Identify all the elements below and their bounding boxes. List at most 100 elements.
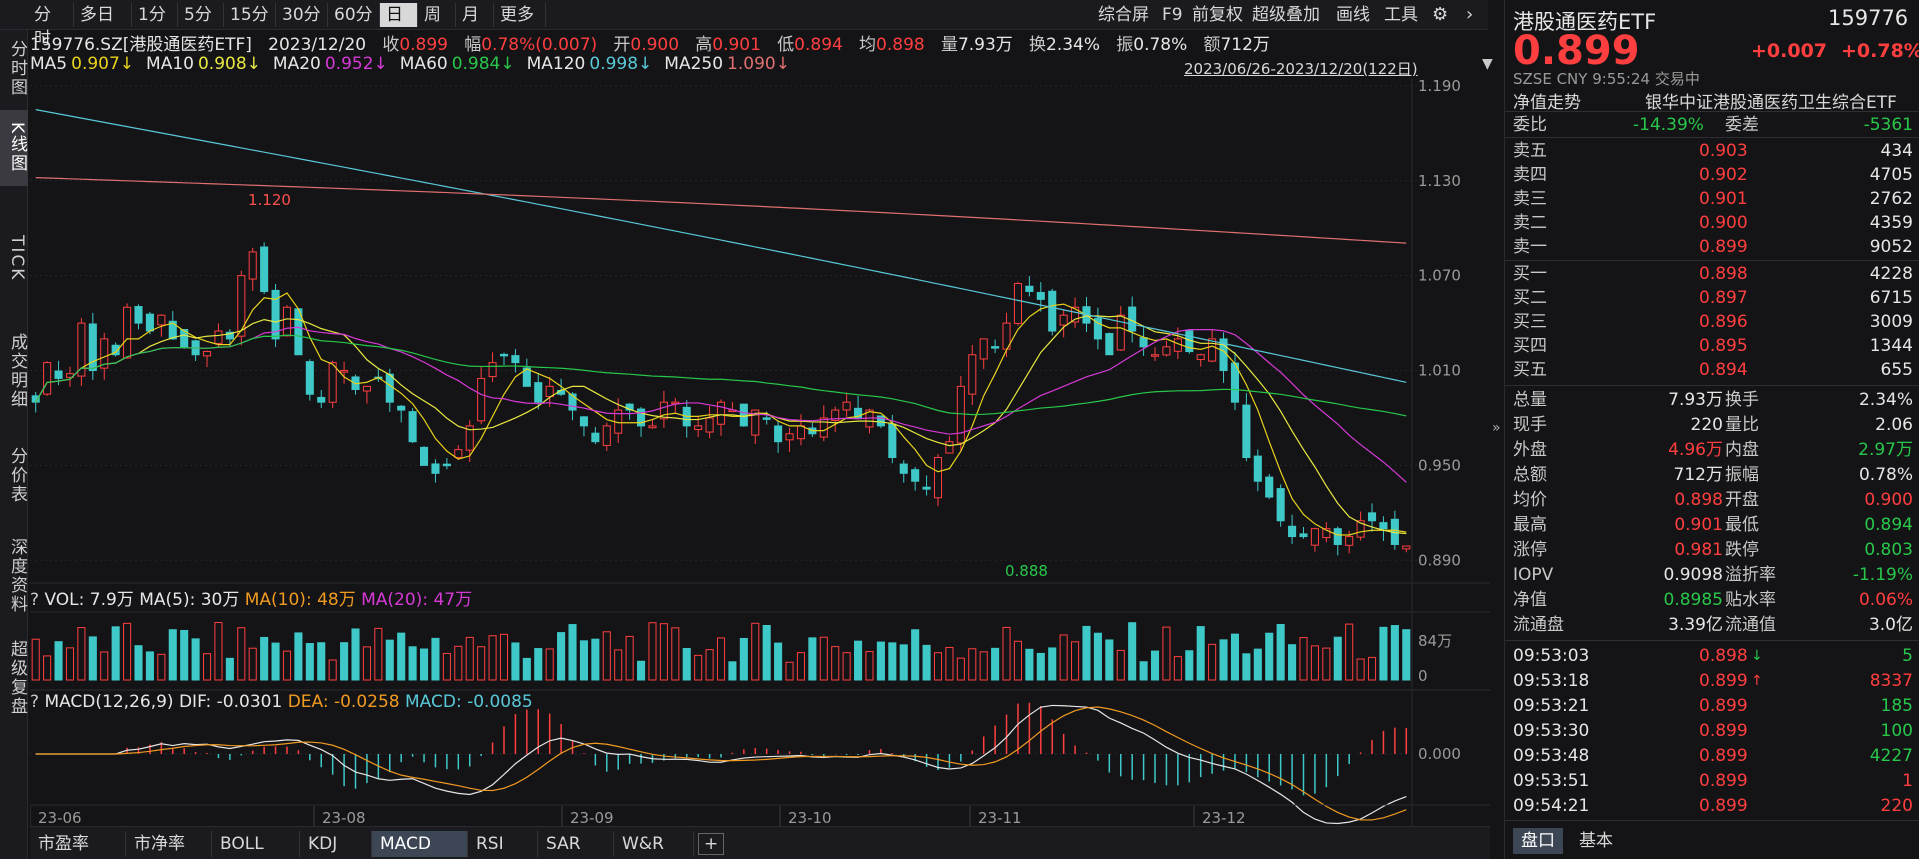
candle: [648, 425, 657, 429]
period-7[interactable]: 日: [380, 3, 418, 27]
date-range[interactable]: 2023/06/26-2023/12/20(122日): [1184, 60, 1418, 78]
stat-label: 现手: [1513, 415, 1547, 435]
tab-7[interactable]: W&R: [614, 831, 694, 857]
right-tab-0[interactable]: 盘口: [1513, 828, 1563, 854]
period-4[interactable]: 15分: [224, 3, 276, 27]
stat-label2: 内盘: [1725, 440, 1759, 460]
tick-volume: 185: [1880, 696, 1913, 716]
candle: [1025, 285, 1034, 292]
tab-6[interactable]: SAR: [538, 831, 614, 857]
tool-5[interactable]: 工具: [1384, 5, 1418, 25]
nav-trend-link[interactable]: 净值走势: [1513, 93, 1581, 113]
sep-3: [1505, 385, 1919, 386]
next-icon[interactable]: ›: [1466, 4, 1474, 25]
y-tick: 1.190: [1418, 78, 1461, 95]
collapse-panel-icon[interactable]: »: [1492, 420, 1501, 436]
stat-label2: 流通值: [1725, 615, 1776, 635]
macd-hist: [126, 702, 1408, 796]
tab-5[interactable]: RSI: [468, 831, 538, 857]
tab-4[interactable]: MACD: [372, 831, 468, 857]
period-5[interactable]: 30分: [276, 3, 328, 27]
y-tick: 1.130: [1418, 172, 1461, 190]
tab-2[interactable]: BOLL: [212, 831, 300, 857]
tool-4[interactable]: 画线: [1336, 5, 1370, 25]
tab-0[interactable]: 市盈率: [30, 831, 126, 857]
help-icon[interactable]: ?: [30, 590, 40, 610]
macd-value: MACD: -0.0085: [405, 692, 533, 712]
volume-bar: [1242, 653, 1251, 681]
tick-price: 0.899: [1699, 746, 1748, 766]
tab-1[interactable]: 市净率: [126, 831, 212, 857]
volume-bar: [762, 624, 771, 681]
tool-2[interactable]: 前复权: [1192, 5, 1243, 25]
ask-row: 卖二 0.900 4359: [1513, 211, 1913, 235]
y-tick: 0.890: [1418, 551, 1461, 569]
volume-bars: [31, 622, 1411, 681]
volume-bar: [305, 643, 314, 681]
tick-time: 09:53:21: [1513, 696, 1590, 716]
volume-bar: [1265, 632, 1274, 681]
volume-bar: [340, 642, 349, 681]
leftnav-3[interactable]: 成交明细: [7, 333, 27, 409]
ask-label: 卖五: [1513, 141, 1547, 161]
period-8[interactable]: 周: [418, 3, 456, 27]
ask-price: 0.902: [1699, 165, 1748, 185]
ma60-line: [35, 334, 1407, 417]
ma-value: 0.998↓: [589, 54, 653, 74]
leftnav-4[interactable]: 分价表: [7, 446, 27, 504]
tab-3[interactable]: KDJ: [300, 831, 372, 857]
leftnav-0[interactable]: 分时图: [7, 39, 27, 97]
tool-1[interactable]: F9: [1162, 5, 1183, 25]
volume-bar: [180, 629, 189, 681]
volume-bar: [54, 641, 63, 681]
volume-bar: [1116, 649, 1125, 681]
macd-label: MACD(12,26,9): [44, 692, 174, 712]
period-0[interactable]: 分时: [28, 3, 74, 49]
volume-bar: [865, 651, 874, 681]
candle: [1150, 354, 1160, 357]
candle: [111, 344, 120, 356]
tick-time: 09:54:21: [1513, 796, 1590, 816]
settings-icon[interactable]: ⚙: [1432, 4, 1449, 25]
amt-value: 712万: [1220, 35, 1270, 55]
period-9[interactable]: 月: [456, 3, 494, 27]
period-3[interactable]: 5分: [178, 3, 224, 27]
tool-3[interactable]: 超级叠加: [1252, 5, 1320, 25]
stat-value: 3.39亿: [1668, 615, 1723, 635]
dropdown-icon[interactable]: ▼: [1482, 56, 1493, 72]
volume-bar: [397, 632, 406, 681]
volume-bar: [362, 646, 371, 681]
candle: [945, 441, 954, 454]
candle: [968, 354, 977, 395]
left-nav: 分时图 K线图 TICK 成交明细分价表深度资料超级复盘: [0, 30, 28, 859]
leftnav-2[interactable]: TICK: [7, 234, 27, 282]
sep-1: [1505, 137, 1919, 138]
index-name: 银华中证港股通医药卫生综合ETF: [1645, 93, 1897, 113]
period-2[interactable]: 1分: [132, 3, 178, 27]
stat-label: 最高: [1513, 515, 1547, 535]
tick-arrow: ↑: [1751, 673, 1763, 689]
period-6[interactable]: 60分: [328, 3, 380, 27]
candle: [31, 395, 40, 403]
volume-bar: [88, 636, 97, 681]
kline-chart[interactable]: 1.190 1.130 1.070 1.010 0.950 0.890 1.120 0.888…: [30, 78, 1490, 826]
leftnav-6[interactable]: 超级复盘: [7, 640, 27, 716]
tick-time: 09:53:48: [1513, 746, 1590, 766]
right-tab-1[interactable]: 基本: [1579, 831, 1613, 851]
ask-label: 卖一: [1513, 237, 1547, 257]
ma-value: 1.090↓: [727, 54, 790, 74]
chg-label: 幅: [464, 35, 482, 55]
period-1[interactable]: 多日: [74, 3, 132, 27]
stat-label2: 量比: [1725, 415, 1759, 435]
volume-bar: [225, 657, 234, 681]
add-tab-icon[interactable]: +: [698, 833, 725, 855]
help-icon[interactable]: ?: [30, 692, 40, 712]
tool-0[interactable]: 综合屏: [1098, 5, 1149, 25]
x-tick: 23-08: [322, 809, 366, 826]
candle: [260, 246, 269, 292]
volume-bar: [1402, 629, 1411, 681]
leftnav-5[interactable]: 深度资料: [7, 538, 27, 614]
volume-bar: [842, 652, 851, 681]
period-10[interactable]: 更多: [494, 3, 546, 27]
leftnav-1[interactable]: K线图: [0, 110, 28, 186]
